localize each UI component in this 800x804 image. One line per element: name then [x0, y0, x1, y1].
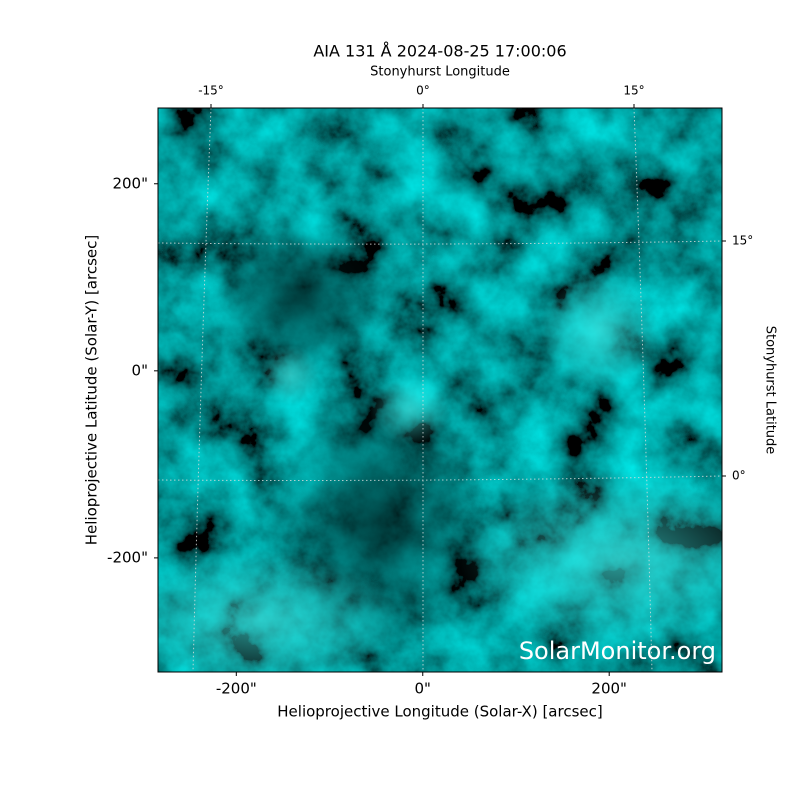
top-tick-label: 15° [623, 84, 644, 98]
right-axis-label: Stonyhurst Latitude [763, 326, 778, 455]
chart-title: AIA 131 Å 2024-08-25 17:00:06 [313, 42, 566, 61]
right-tick-label: 15° [732, 234, 753, 248]
x-tick-label: -200" [216, 680, 257, 698]
x-tick-label: 200" [591, 680, 627, 698]
x-axis-label: Helioprojective Longitude (Solar-X) [arc… [277, 703, 602, 721]
top-tick-label: -15° [198, 84, 224, 98]
right-tick-label: 0° [732, 469, 746, 483]
top-tick-label: 0° [416, 84, 430, 98]
solar-image [158, 108, 722, 672]
y-axis-label: Helioprojective Latitude (Solar-Y) [arcs… [83, 235, 101, 545]
top-axis-label: Stonyhurst Longitude [370, 65, 510, 80]
y-tick-label: -200" [107, 548, 148, 566]
watermark: SolarMonitor.org [519, 637, 716, 665]
x-tick-label: 0" [415, 680, 431, 698]
plot-frame [157, 107, 723, 673]
y-tick-label: 200" [112, 174, 148, 192]
y-tick-label: 0" [132, 361, 148, 379]
